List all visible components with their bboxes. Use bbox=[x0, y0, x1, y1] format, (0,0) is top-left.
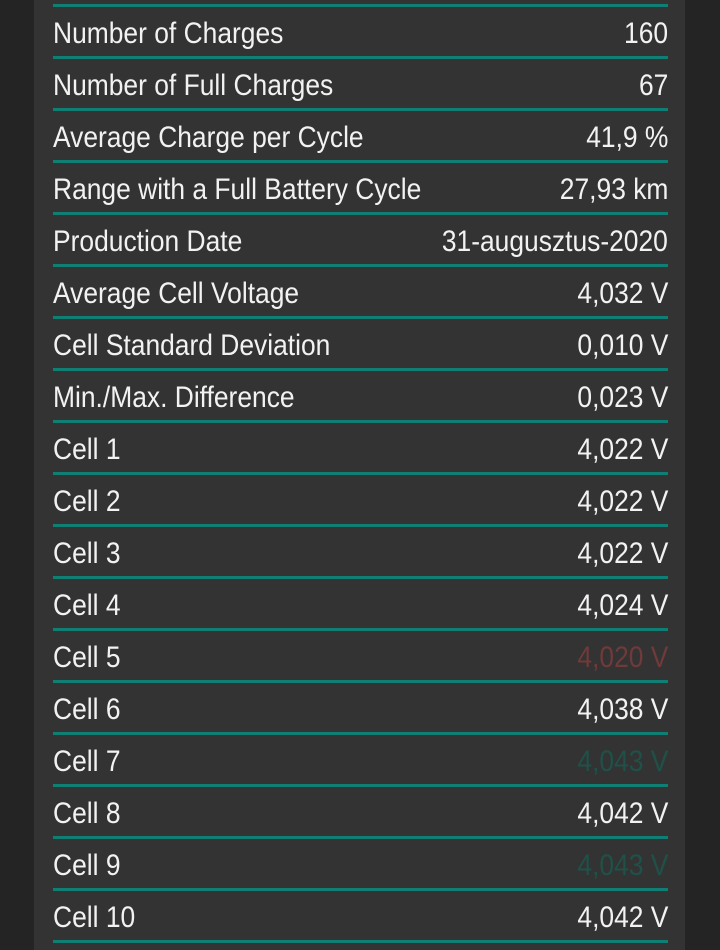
cell-voltage: 4,042 V bbox=[576, 900, 668, 934]
cell-label: Cell 4 bbox=[53, 588, 121, 622]
cell-label: Cell 2 bbox=[53, 484, 121, 518]
cell-voltage: 4,022 V bbox=[576, 432, 668, 466]
stat-value: 160 bbox=[623, 16, 668, 50]
battery-stats-panel bbox=[34, 0, 685, 950]
cell-voltage-min: 4,020 V bbox=[576, 640, 668, 674]
stat-label: Range with a Full Battery Cycle bbox=[53, 172, 422, 206]
cell-voltage: 4,022 V bbox=[576, 484, 668, 518]
stat-label: Number of Full Charges bbox=[53, 68, 334, 102]
cell-row-9: Cell 9 4,043 V bbox=[53, 839, 668, 891]
stat-value: 0,010 V bbox=[576, 328, 668, 362]
cell-voltage: 4,042 V bbox=[576, 796, 668, 830]
stat-row-average-charge-per-cycle: Average Charge per Cycle 41,9 % bbox=[53, 111, 668, 163]
battery-stats-list: Number of Charges 160 Number of Full Cha… bbox=[53, 7, 668, 943]
cell-label: Cell 1 bbox=[53, 432, 121, 466]
stat-row-cell-standard-deviation: Cell Standard Deviation 0,010 V bbox=[53, 319, 668, 371]
cell-label: Cell 10 bbox=[53, 900, 136, 934]
stat-row-range-full-cycle: Range with a Full Battery Cycle 27,93 km bbox=[53, 163, 668, 215]
cell-label: Cell 5 bbox=[53, 640, 121, 674]
stat-value: 67 bbox=[638, 68, 668, 102]
cell-label: Cell 8 bbox=[53, 796, 121, 830]
cell-voltage: 4,038 V bbox=[576, 692, 668, 726]
cell-row-8: Cell 8 4,042 V bbox=[53, 787, 668, 839]
cell-voltage: 4,024 V bbox=[576, 588, 668, 622]
stat-label: Cell Standard Deviation bbox=[53, 328, 331, 362]
cell-row-1: Cell 1 4,022 V bbox=[53, 423, 668, 475]
cell-voltage: 4,022 V bbox=[576, 536, 668, 570]
cell-row-7: Cell 7 4,043 V bbox=[53, 735, 668, 787]
cell-label: Cell 3 bbox=[53, 536, 121, 570]
cell-row-10: Cell 10 4,042 V bbox=[53, 891, 668, 943]
cell-row-4: Cell 4 4,024 V bbox=[53, 579, 668, 631]
stat-label: Production Date bbox=[53, 224, 243, 258]
stat-row-number-of-charges: Number of Charges 160 bbox=[53, 7, 668, 59]
stat-label: Average Charge per Cycle bbox=[53, 120, 364, 154]
stat-row-number-of-full-charges: Number of Full Charges 67 bbox=[53, 59, 668, 111]
top-divider bbox=[53, 4, 668, 7]
stat-value: 31-augusztus-2020 bbox=[441, 224, 668, 258]
cell-voltage-max: 4,043 V bbox=[576, 848, 668, 882]
stat-row-production-date: Production Date 31-augusztus-2020 bbox=[53, 215, 668, 267]
stat-row-average-cell-voltage: Average Cell Voltage 4,032 V bbox=[53, 267, 668, 319]
stat-value: 27,93 km bbox=[559, 172, 668, 206]
cell-voltage-max: 4,043 V bbox=[576, 744, 668, 778]
stat-value: 0,023 V bbox=[576, 380, 668, 414]
stat-value: 41,9 % bbox=[585, 120, 668, 154]
cell-label: Cell 6 bbox=[53, 692, 121, 726]
cell-label: Cell 7 bbox=[53, 744, 121, 778]
cell-row-3: Cell 3 4,022 V bbox=[53, 527, 668, 579]
stat-label: Average Cell Voltage bbox=[53, 276, 300, 310]
stat-label: Number of Charges bbox=[53, 16, 284, 50]
stat-label: Min./Max. Difference bbox=[53, 380, 295, 414]
stat-row-min-max-difference: Min./Max. Difference 0,023 V bbox=[53, 371, 668, 423]
stat-value: 4,032 V bbox=[576, 276, 668, 310]
cell-row-2: Cell 2 4,022 V bbox=[53, 475, 668, 527]
cell-label: Cell 9 bbox=[53, 848, 121, 882]
cell-row-5: Cell 5 4,020 V bbox=[53, 631, 668, 683]
cell-row-6: Cell 6 4,038 V bbox=[53, 683, 668, 735]
